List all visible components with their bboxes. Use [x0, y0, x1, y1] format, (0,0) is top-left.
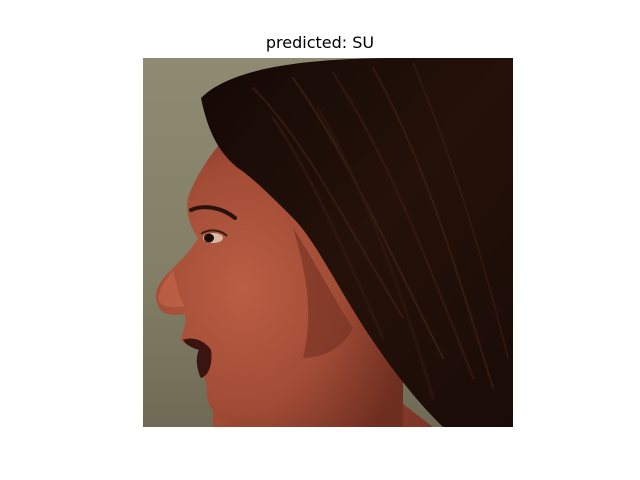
profile-face-photo [143, 58, 513, 427]
jaw-shadow [293, 228, 353, 358]
figure-title: predicted: SU [265, 33, 375, 52]
eye-pupil [204, 233, 214, 243]
image-axes [143, 58, 513, 427]
eyebrow [189, 205, 237, 220]
hair [201, 58, 513, 427]
eyelid [200, 229, 228, 237]
hair-strands [252, 62, 509, 400]
nose-shading [158, 270, 185, 308]
open-mouth [183, 338, 212, 378]
